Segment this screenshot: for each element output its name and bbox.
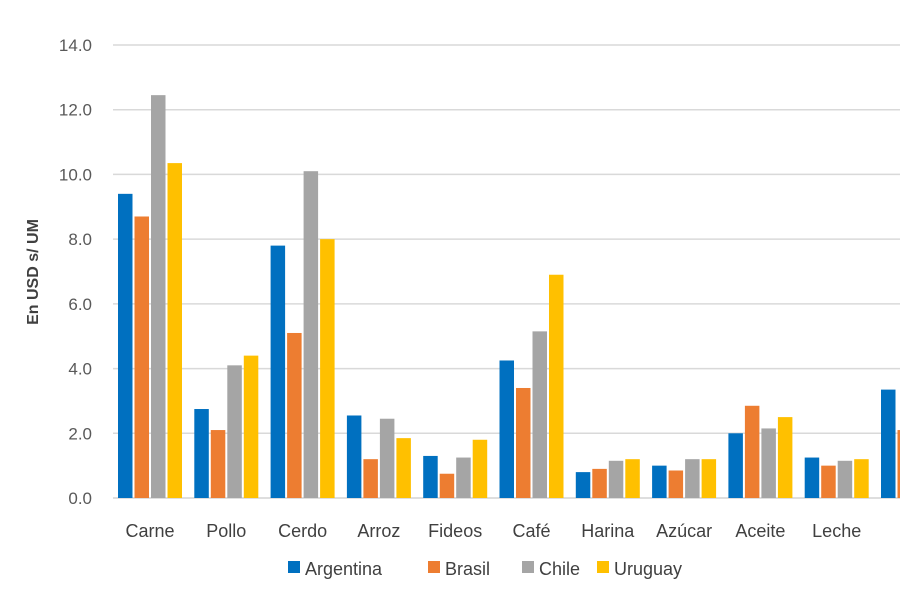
legend-label-chile: Chile	[539, 559, 580, 579]
bar-brasil	[210, 430, 226, 498]
y-tick-label: 12.0	[59, 101, 92, 120]
bar-brasil	[821, 465, 836, 498]
bar-chile	[761, 428, 776, 498]
x-tick-label: Arroz	[357, 521, 400, 541]
y-tick-label: 8.0	[68, 230, 92, 249]
bar-uruguay	[472, 439, 488, 498]
bar-chile	[685, 459, 700, 498]
y-tick-label: 10.0	[59, 165, 92, 184]
bar-chile	[532, 331, 547, 498]
legend-swatch-argentina	[288, 561, 300, 573]
bar-brasil	[516, 387, 531, 498]
legend-swatch-uruguay	[597, 561, 609, 573]
bar-uruguay	[243, 355, 259, 498]
bar-chile	[608, 460, 624, 498]
bar-chile	[456, 457, 471, 498]
x-tick-label: Café	[512, 521, 550, 541]
x-tick-label: Aceite	[735, 521, 785, 541]
bar-chile	[303, 171, 319, 498]
x-tick-label: Cerdo	[278, 521, 327, 541]
bar-uruguay	[701, 459, 717, 498]
legend-label-argentina: Argentina	[305, 559, 383, 579]
bar-brasil	[363, 459, 378, 498]
bar-brasil	[439, 473, 455, 498]
x-axis-labels: Carne Pollo Cerdo Arroz Fideos Café Harina Azúc…	[125, 521, 861, 541]
x-tick-label: Pollo	[206, 521, 246, 541]
y-tick-label: 6.0	[68, 295, 92, 314]
y-tick-label: 4.0	[68, 360, 92, 379]
x-tick-label: Carne	[125, 521, 174, 541]
bar-argentina	[728, 433, 743, 498]
bar-uruguay	[854, 459, 869, 498]
bar-uruguay	[396, 438, 411, 498]
bar-argentina	[270, 245, 286, 498]
bar-uruguay	[167, 163, 182, 498]
bar-brasil	[287, 332, 302, 498]
x-tick-label: Azúcar	[656, 521, 712, 541]
bar-brasil	[592, 468, 607, 498]
y-tick-label: 0.0	[68, 489, 92, 508]
bar-argentina	[118, 193, 133, 499]
legend-label-uruguay: Uruguay	[614, 559, 682, 579]
bar-chile	[227, 365, 242, 498]
bar-chile	[379, 418, 395, 498]
bar-argentina	[499, 360, 514, 498]
bar-argentina	[346, 415, 362, 498]
bar-argentina	[652, 465, 667, 498]
bar-uruguay	[320, 239, 335, 498]
bar-brasil	[897, 430, 900, 498]
bar-argentina	[194, 409, 209, 498]
bar-argentina	[804, 457, 820, 498]
y-axis-ticks: 0.0 2.0 4.0 6.0 8.0 10.0 12.0 14.0	[59, 36, 92, 508]
bar-uruguay	[777, 417, 793, 498]
bar-uruguay	[625, 459, 640, 498]
y-axis-label: En USD s/ UM	[25, 219, 42, 325]
bar-argentina	[881, 389, 896, 498]
bar-brasil	[668, 470, 684, 498]
legend-label-brasil: Brasil	[445, 559, 490, 579]
y-tick-label: 14.0	[59, 36, 92, 55]
bar-uruguay	[549, 274, 564, 498]
bars	[118, 95, 900, 499]
bar-brasil	[134, 216, 149, 498]
x-tick-label: Harina	[581, 521, 635, 541]
bar-argentina	[575, 472, 591, 498]
bar-chile	[151, 95, 166, 499]
x-tick-label: Fideos	[428, 521, 482, 541]
y-tick-label: 2.0	[68, 424, 92, 443]
legend: Argentina Brasil Chile Uruguay	[288, 559, 682, 579]
x-tick-label: Leche	[812, 521, 861, 541]
bar-brasil	[744, 405, 760, 498]
bar-chile	[837, 460, 853, 498]
bar-argentina	[423, 455, 438, 498]
legend-swatch-chile	[522, 561, 534, 573]
legend-swatch-brasil	[428, 561, 440, 573]
